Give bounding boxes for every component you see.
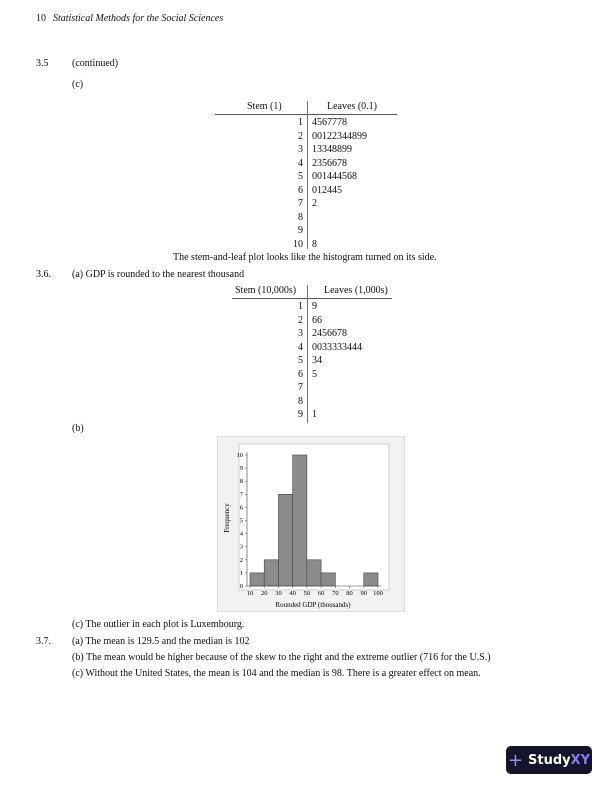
stem-leaf-table-2: Stem (10,000s) Leaves (1,000s) 1 9 2 66 3 245… <box>232 285 392 425</box>
stem-value: 6 <box>298 184 303 196</box>
stem-value: 8 <box>298 211 303 223</box>
x-tick-label: 10 <box>247 590 254 597</box>
histogram-bar <box>278 493 293 587</box>
y-tick-label: 0 <box>240 583 243 590</box>
stem-value: 7 <box>298 198 303 209</box>
q37-line-a: (a) The mean is 129.5 and the median is … <box>72 636 250 647</box>
q36-part-b: (b) <box>72 423 84 434</box>
q37-number: 3.7. <box>36 636 51 647</box>
stem-divider <box>307 285 308 423</box>
page-number: 10 <box>36 13 46 24</box>
stem-value: 4 <box>298 157 303 169</box>
stem-value: 9 <box>298 225 303 236</box>
leaves-value: 4567778 <box>312 117 347 128</box>
histogram-bar <box>292 454 308 587</box>
leaves-value: 001444568 <box>312 171 357 182</box>
stem-value: 7 <box>298 382 303 393</box>
q36-number: 3.6. <box>36 269 51 280</box>
y-tick-label: 9 <box>240 465 243 472</box>
x-tick-label: 100 <box>373 590 383 597</box>
stem-value: 9 <box>298 409 303 420</box>
y-tick-label: 3 <box>240 544 243 551</box>
x-tick-label: 20 <box>261 590 268 597</box>
y-tick-label: 8 <box>240 478 243 485</box>
plus-icon: + <box>507 749 524 771</box>
leaves-value: 2 <box>312 198 317 209</box>
stem-value: 4 <box>298 341 303 353</box>
leaves-value: 1 <box>312 409 317 420</box>
leaves-value: 13348899 <box>312 144 352 155</box>
y-tick-label: 6 <box>240 504 244 511</box>
leaves-header: Leaves (0.1) <box>327 101 377 112</box>
leaves-value: 66 <box>312 314 322 326</box>
q35-caption: The stem-and-leaf plot looks like the hi… <box>173 252 437 263</box>
stem-value: 2 <box>298 130 303 142</box>
histogram-bar <box>363 572 379 587</box>
stem-value: 5 <box>298 171 303 182</box>
stem-value: 3 <box>298 328 303 339</box>
y-tick-label: 7 <box>240 491 244 498</box>
q36-part-c: (c) The outlier in each plot is Luxembou… <box>72 619 245 630</box>
header-rule <box>232 298 392 299</box>
x-tick-label: 90 <box>361 590 368 597</box>
running-header: Statistical Methods for the Social Scien… <box>53 13 224 24</box>
x-tick-label: 60 <box>318 590 325 597</box>
q35-number: 3.5 <box>36 58 49 69</box>
x-tick-label: 70 <box>332 590 339 597</box>
stem-value: 10 <box>293 238 303 250</box>
q36-part-a: (a) GDP is rounded to the nearest thousa… <box>72 269 245 280</box>
histogram-bar <box>263 559 279 587</box>
leaves-value: 2456678 <box>312 328 347 339</box>
leaves-value: 2356678 <box>312 157 347 169</box>
studyxy-logo: + StudyXY <box>506 746 592 774</box>
stem-header: Stem (1) <box>247 101 282 112</box>
stem-value: 5 <box>298 355 303 366</box>
x-tick-label: 80 <box>346 590 353 597</box>
header-rule <box>215 114 397 115</box>
stem-value: 6 <box>298 368 303 380</box>
y-tick-label: 2 <box>240 557 243 564</box>
leaves-value: 34 <box>312 355 322 366</box>
q35-part-c: (c) <box>72 79 84 90</box>
leaves-value: 5 <box>312 368 317 380</box>
x-tick-label: 40 <box>289 590 296 597</box>
q37-line-c: (c) Without the United States, the mean … <box>72 668 481 679</box>
y-tick-label: 1 <box>240 570 243 577</box>
stem-value: 2 <box>298 314 303 326</box>
histogram-bar <box>320 572 336 587</box>
x-axis-label: Rounded GDP (thousands) <box>275 601 351 609</box>
stem-leaf-table-1: Stem (1) Leaves (0.1) 1 4567778 2 001223448… <box>215 101 397 251</box>
q35-continued: (continued) <box>72 58 119 69</box>
histogram-chart: 10 20 30 40 50 60 70 80 90 100 0 1 2 3 4 5 6 7 8 9 10 Rounde… <box>217 436 405 612</box>
leaves-value: 0033333444 <box>312 341 362 353</box>
histogram-bar <box>249 572 265 587</box>
y-tick-label: 10 <box>237 452 244 459</box>
stem-header: Stem (10,000s) <box>235 285 297 296</box>
stem-value: 3 <box>298 144 303 155</box>
y-tick-label: 5 <box>240 518 243 525</box>
logo-text-xy: XY <box>570 752 591 768</box>
leaves-header: Leaves (1,000s) <box>324 285 388 296</box>
stem-divider <box>307 101 308 249</box>
y-tick-label: 4 <box>240 531 244 538</box>
leaves-value: 8 <box>312 238 317 250</box>
y-axis-label: Frequency <box>223 503 231 533</box>
x-tick-label: 30 <box>275 590 282 597</box>
leaves-value: 00122344899 <box>312 130 367 142</box>
leaves-value: 9 <box>312 301 317 312</box>
x-tick-label: 50 <box>304 590 311 597</box>
logo-text: Study <box>528 752 571 768</box>
histogram-bar <box>306 559 322 587</box>
stem-value: 1 <box>298 117 303 128</box>
q37-line-b: (b) The mean would be higher because of … <box>72 652 491 663</box>
stem-value: 1 <box>298 301 303 312</box>
leaves-value: 012445 <box>312 184 342 196</box>
stem-value: 8 <box>298 395 303 407</box>
